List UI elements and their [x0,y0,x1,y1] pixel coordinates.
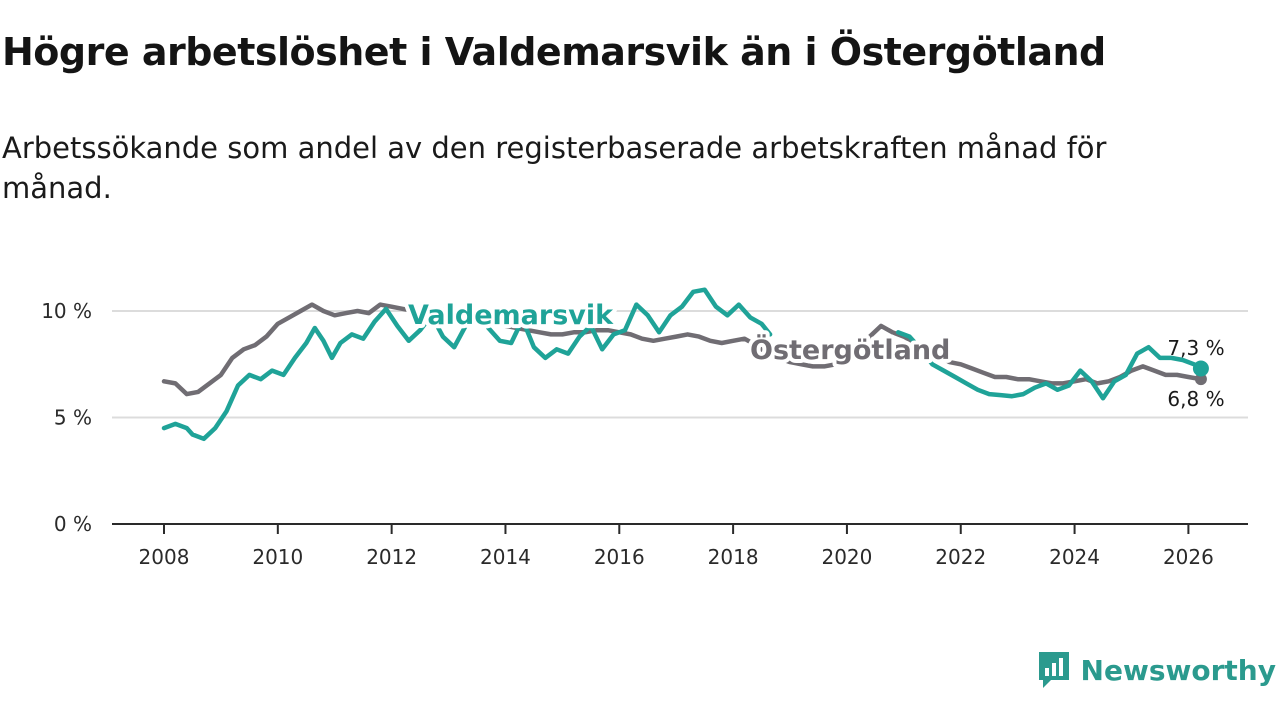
ostergotland-end-label: 6,8 % [1167,387,1224,411]
y-axis-ticks: 0 % 5 % 10 % [41,299,92,536]
x-tick-label: 2026 [1163,545,1214,569]
valdemarsvik-end-point [1192,360,1209,377]
x-tick-label: 2016 [594,545,645,569]
y-tick-label: 10 % [41,299,92,323]
x-tick-label: 2020 [821,545,872,569]
series-labels: ValdemarsvikValdemarsvikÖstergötlandÖste… [404,296,1225,411]
y-tick-label: 0 % [54,512,92,536]
newsworthy-logo-icon [1038,652,1069,688]
gridlines [112,310,1248,419]
valdemarsvik-line [161,287,773,442]
newsworthy-brand: Newsworthy [1037,650,1276,690]
x-tick-label: 2012 [366,545,417,569]
chart-title: Högre arbetslöshet i Valdemarsvik än i Ö… [2,30,1106,74]
brand-name: Newsworthy [1080,653,1276,687]
x-tick-label: 2014 [480,545,531,569]
ostergotland-label-halo: Östergötland [750,333,950,366]
valdemarsvik-label-halo: Valdemarsvik [408,300,614,331]
series-lines [161,287,1209,442]
x-tick-label: 2010 [252,545,303,569]
x-tick-label: 2024 [1049,545,1100,569]
ostergotland-line [161,302,1204,397]
x-tick-label: 2018 [708,545,759,569]
ostergotland-label: Östergötland [750,333,950,366]
x-axis-ticks: 2008 2010 2012 2014 2016 2018 2020 2022 2024 2026 [139,524,1214,569]
x-tick-label: 2022 [935,545,986,569]
chart-subtitle: Arbetssökande som andel av den registerb… [2,131,1107,205]
y-tick-label: 5 % [54,406,92,430]
ostergotland-end-point [1194,373,1207,386]
valdemarsvik-label: Valdemarsvik [408,300,614,331]
valdemarsvik-end-label: 7,3 % [1167,336,1224,360]
valdemarsvik-line [895,330,1204,401]
x-tick-label: 2008 [139,545,190,569]
